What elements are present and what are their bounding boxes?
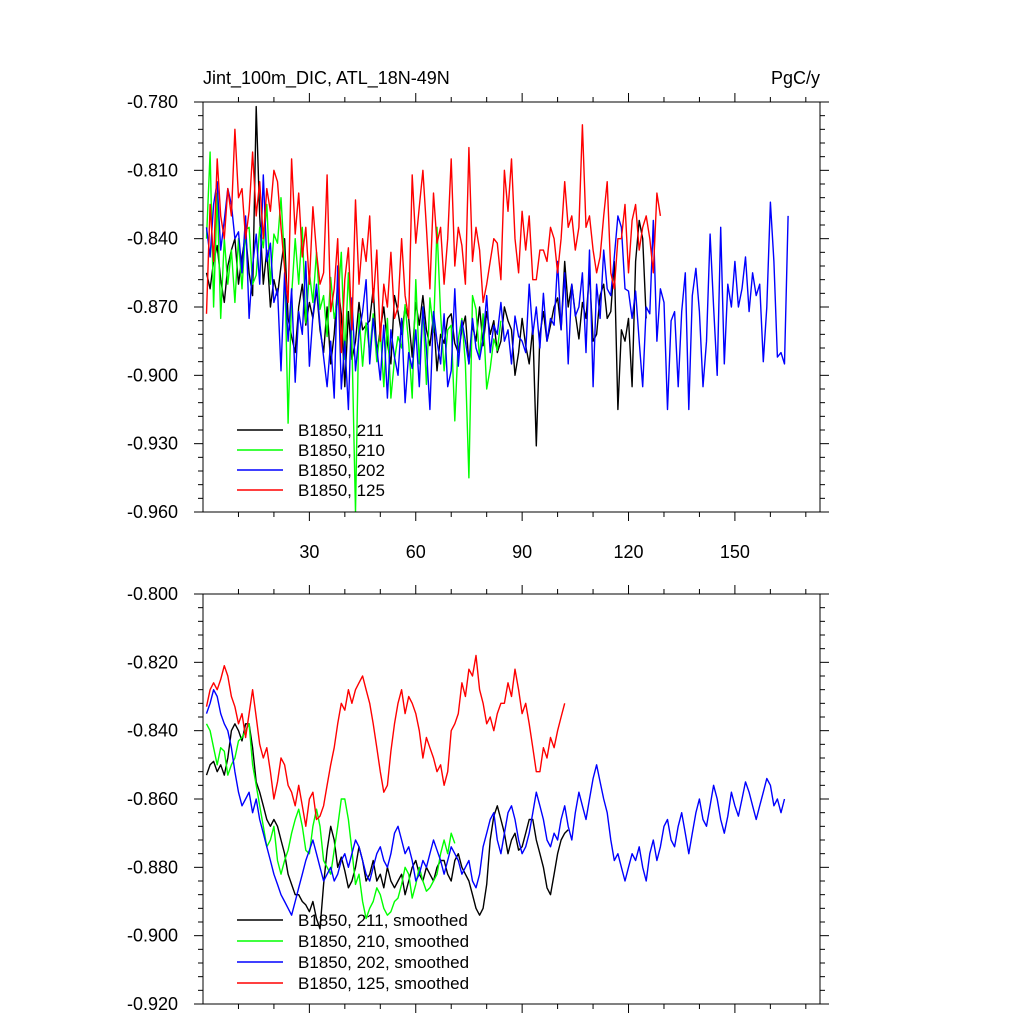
series-line-4 <box>205 654 566 827</box>
units-label: PgC/y <box>771 68 820 88</box>
chart-title: Jint_100m_DIC, ATL_18N-49N <box>203 68 450 89</box>
legend: B1850, 211, smoothed B1850, 210, smoothed… <box>237 911 469 993</box>
series-line-3 <box>205 174 789 411</box>
y-tick-label: -0.780 <box>127 92 178 112</box>
legend-label: B1850, 211 <box>298 421 384 440</box>
legend-label: B1850, 202 <box>298 461 385 480</box>
y-tick-label: -0.870 <box>127 297 178 317</box>
chart-panel-2: -0.800 -0.820 -0.840 -0.860 -0.880 -0.900 -0.9… <box>127 584 829 1014</box>
y-tick-label: -0.800 <box>127 584 178 604</box>
y-tick-label: -0.840 <box>127 229 178 249</box>
y-tick-label: -0.810 <box>127 160 178 180</box>
series-line-3 <box>205 689 786 916</box>
legend-label: B1850, 210, smoothed <box>298 932 469 951</box>
legend-label: B1850, 211, smoothed <box>298 911 468 930</box>
legend-label: B1850, 125, smoothed <box>298 974 469 993</box>
x-tick-label: 90 <box>512 542 532 562</box>
legend-label: B1850, 210 <box>298 441 385 460</box>
legend-label: B1850, 125 <box>298 481 385 500</box>
series-line-1 <box>205 723 569 930</box>
y-tick-label: -0.860 <box>127 789 178 809</box>
y-tick-label: -0.880 <box>127 857 178 877</box>
y-tick-label: -0.840 <box>127 721 178 741</box>
plot-frame <box>202 593 821 1005</box>
x-tick-label: 30 <box>299 542 319 562</box>
y-tick-label: -0.960 <box>127 502 178 522</box>
y-tick-label: -0.900 <box>127 926 178 946</box>
series-line-2 <box>205 723 456 920</box>
x-tick-label: 150 <box>720 542 750 562</box>
y-tick-label: -0.930 <box>127 434 178 454</box>
x-tick-label: 120 <box>613 542 643 562</box>
chart-panel-1: -0.780 -0.810 -0.840 -0.870 -0.900 -0.930 -0.9… <box>127 68 829 562</box>
series-line-4 <box>205 124 662 354</box>
legend-label: B1850, 202, smoothed <box>298 953 469 972</box>
series-line-2 <box>205 151 502 512</box>
y-tick-label: -0.820 <box>127 652 178 672</box>
y-tick-label: -0.920 <box>127 994 178 1014</box>
y-tick-label: -0.900 <box>127 365 178 385</box>
x-tick-label: 60 <box>406 542 426 562</box>
